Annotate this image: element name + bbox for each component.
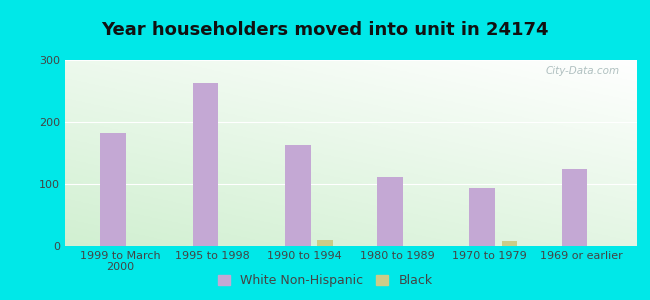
Text: City-Data.com: City-Data.com — [546, 66, 620, 76]
Bar — [469, 188, 495, 246]
Legend: White Non-Hispanic, Black: White Non-Hispanic, Black — [214, 270, 436, 291]
Bar — [192, 83, 218, 246]
Bar — [285, 145, 311, 246]
Bar — [317, 240, 333, 246]
Bar — [100, 133, 126, 246]
Text: Year householders moved into unit in 24174: Year householders moved into unit in 241… — [101, 21, 549, 39]
Bar — [502, 241, 517, 246]
Bar — [377, 177, 403, 246]
Bar — [562, 169, 588, 246]
